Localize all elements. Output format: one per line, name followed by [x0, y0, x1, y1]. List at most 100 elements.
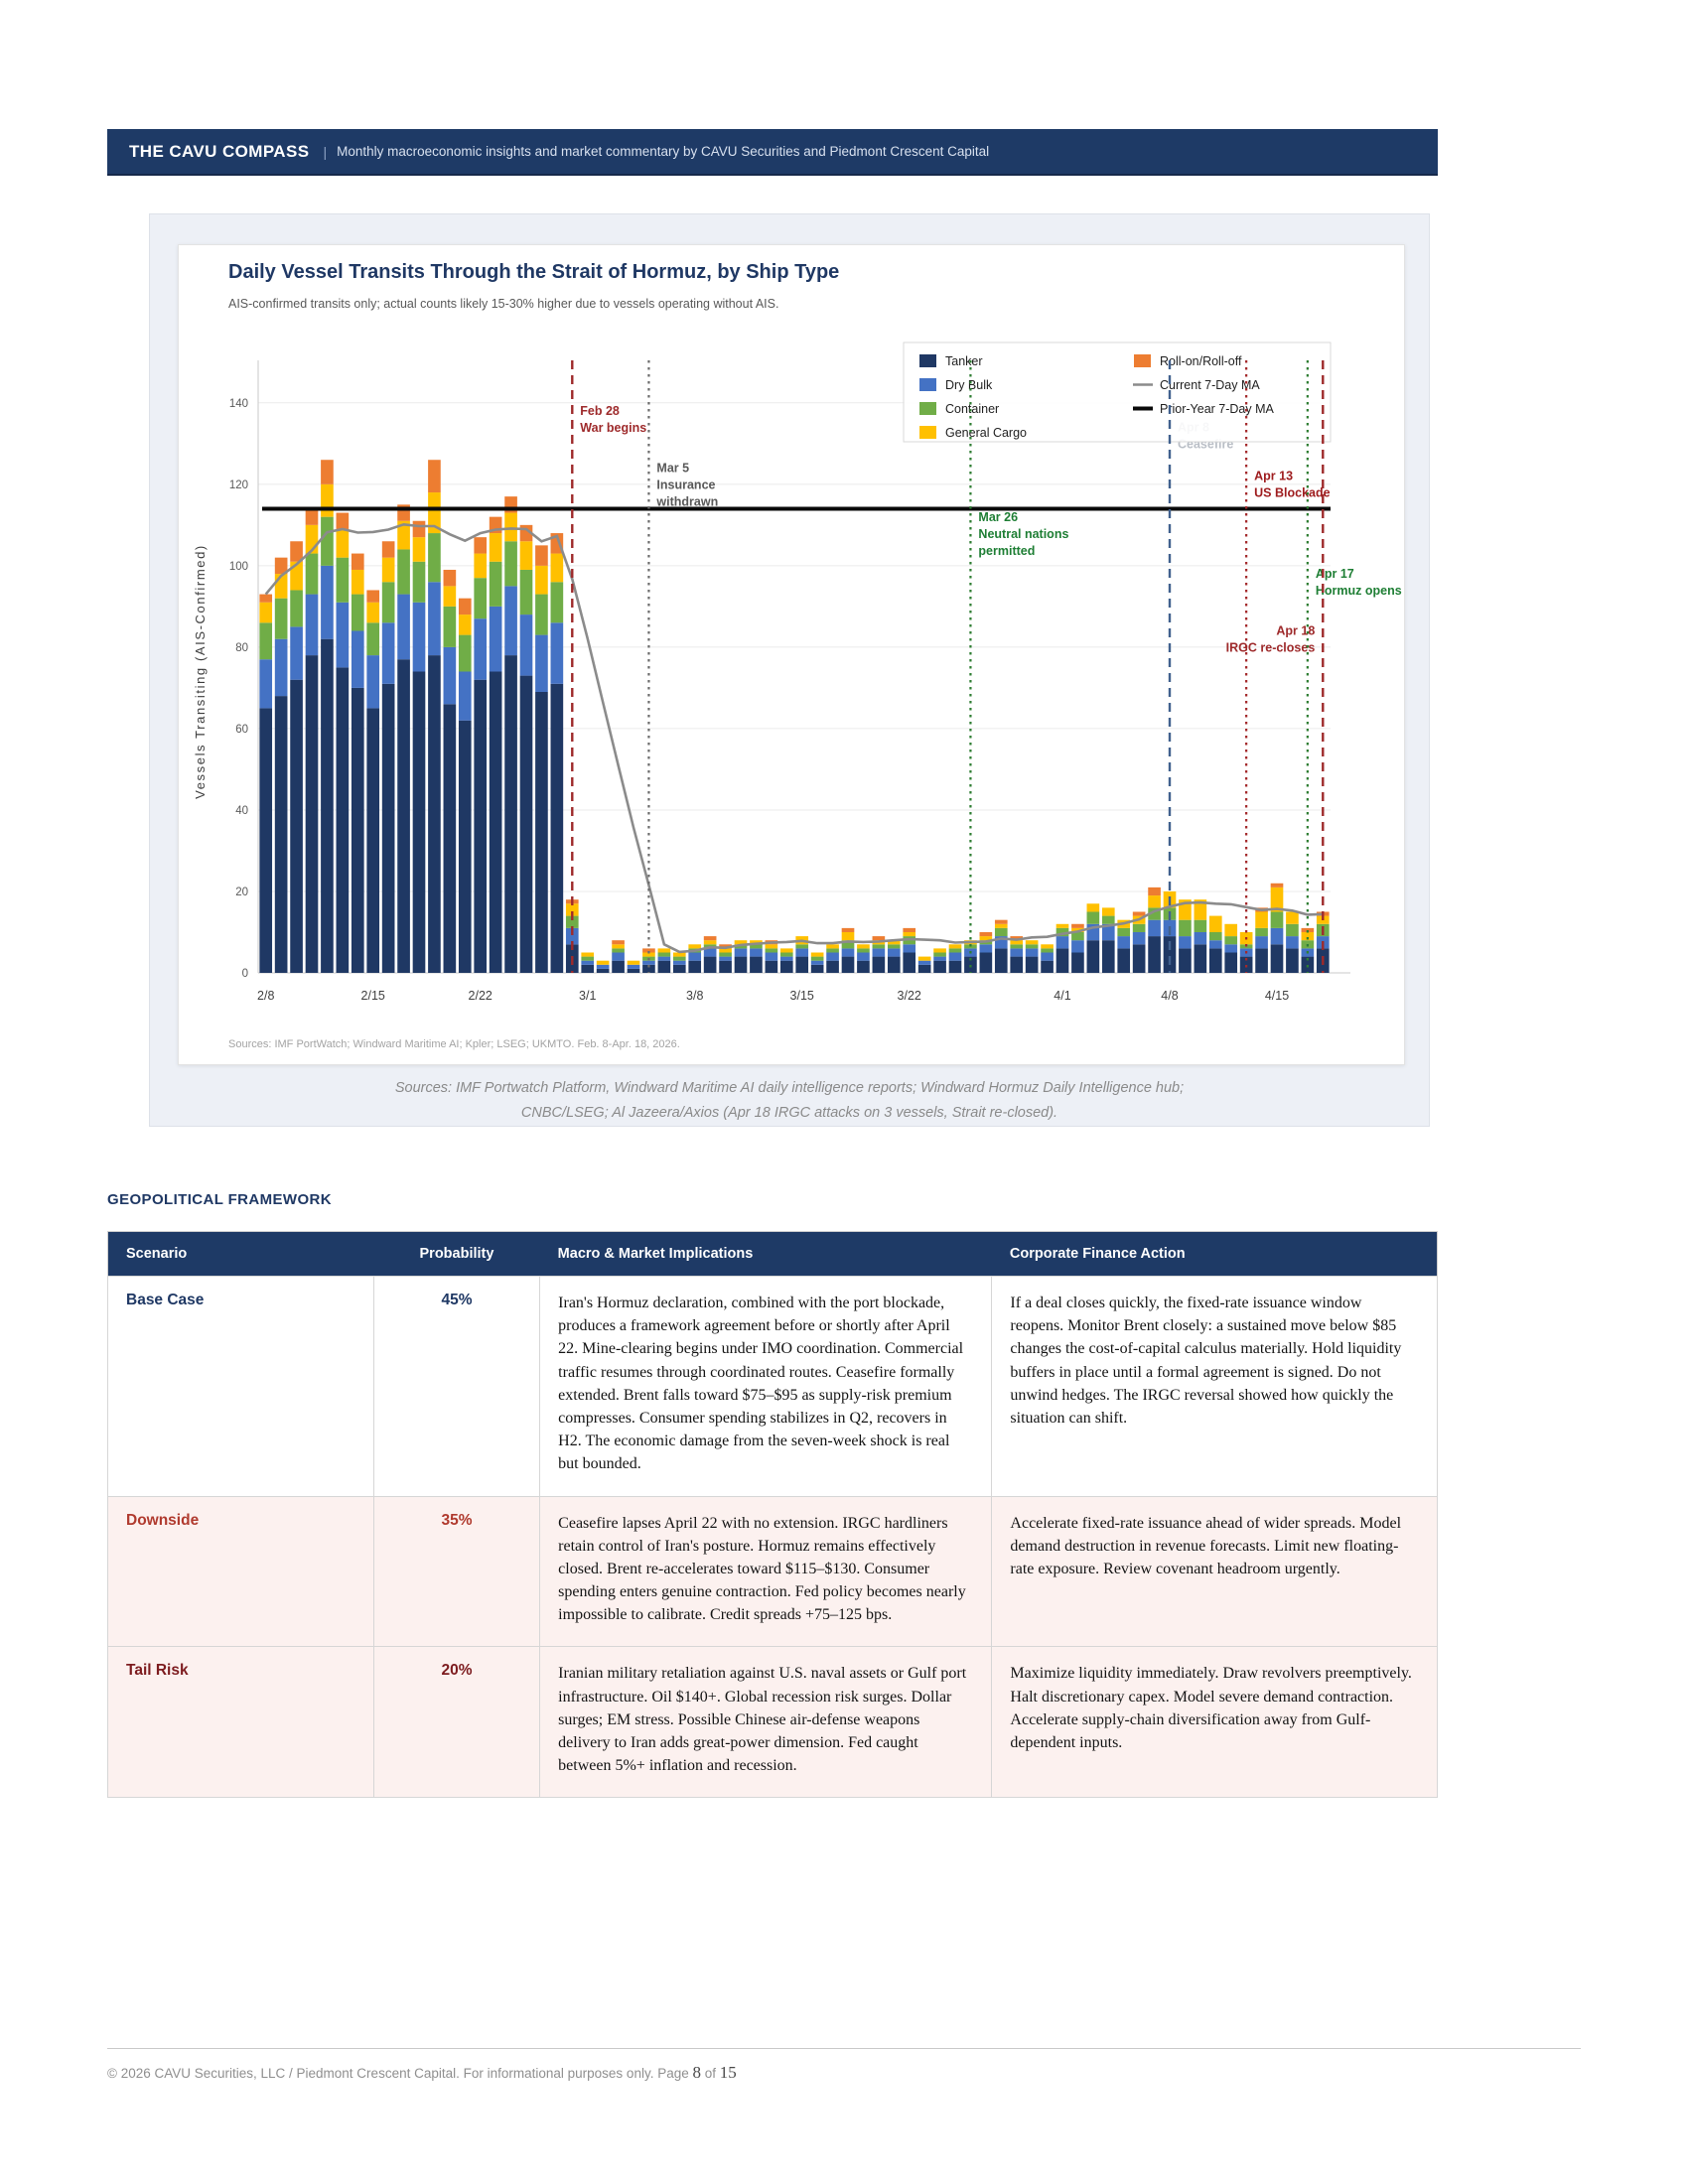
bar-container — [994, 927, 1008, 937]
bar-drybulk — [259, 659, 273, 709]
x-tick-label: 4/15 — [1265, 989, 1289, 1003]
bar-tanker — [321, 638, 334, 973]
bar-drybulk — [381, 622, 395, 684]
bar-gencargo — [612, 944, 625, 949]
legend-label: Prior-Year 7-Day MA — [1160, 402, 1275, 416]
bar-tanker — [703, 956, 717, 973]
legend-swatch-container-icon — [919, 402, 936, 415]
bar-tanker — [765, 960, 778, 973]
bar-container — [612, 948, 625, 953]
y-tick-label: 100 — [229, 561, 248, 573]
bar-drybulk — [779, 956, 793, 961]
bar-tanker — [581, 964, 595, 973]
legend-swatch-roro-icon — [1134, 354, 1151, 367]
bar-container — [1270, 911, 1284, 928]
current-ma-line — [264, 522, 1324, 954]
bar-tanker — [489, 671, 502, 973]
bar-drybulk — [321, 565, 334, 639]
bar-drybulk — [596, 964, 610, 969]
bar-drybulk — [734, 948, 748, 957]
bar-drybulk — [657, 956, 671, 961]
bar-roro — [274, 557, 288, 575]
bar-drybulk — [1132, 931, 1146, 945]
bar-gencargo — [979, 936, 993, 941]
bar-drybulk — [948, 952, 962, 961]
bar-drybulk — [397, 594, 410, 660]
bar-container — [474, 578, 488, 619]
bar-roro — [366, 590, 380, 603]
bar-roro — [290, 541, 303, 562]
bar-tanker — [1055, 948, 1069, 973]
bar-gencargo — [443, 586, 457, 607]
bar-container — [321, 516, 334, 566]
bar-drybulk — [810, 960, 824, 965]
bar-gencargo — [826, 944, 839, 949]
bar-container — [336, 557, 350, 603]
bar-drybulk — [703, 948, 717, 957]
bar-tanker — [1101, 940, 1115, 973]
bar-drybulk — [1055, 936, 1069, 949]
bar-gencargo — [917, 956, 931, 961]
bar-container — [887, 944, 901, 949]
bar-gencargo — [596, 960, 610, 965]
bar-container — [366, 622, 380, 656]
legend-label: General Cargo — [945, 426, 1027, 440]
y-axis-label: Vessels Transiting (AIS-Confirmed) — [193, 544, 208, 799]
footer-of: of — [700, 2066, 720, 2081]
bar-container — [1132, 923, 1146, 932]
bar-container — [519, 569, 533, 615]
bar-drybulk — [565, 927, 579, 945]
event-label: Mar 26 — [978, 510, 1018, 524]
bar-container — [933, 952, 946, 957]
bar-tanker — [1025, 956, 1039, 973]
bar-container — [1041, 948, 1054, 953]
footer-text: © 2026 CAVU Securities, LLC / Piedmont C… — [107, 2063, 737, 2083]
bar-tanker — [381, 683, 395, 973]
x-tick-label: 4/1 — [1054, 989, 1070, 1003]
bar-drybulk — [290, 626, 303, 680]
bar-roro — [336, 512, 350, 529]
legend-label: Current 7-Day MA — [1160, 378, 1260, 392]
bar-container — [581, 956, 595, 961]
footer-divider — [107, 2048, 1581, 2049]
bar-tanker — [504, 655, 517, 973]
bar-drybulk — [428, 582, 441, 656]
bar-tanker — [274, 696, 288, 973]
action-text: Maximize liquidity immediately. Draw rev… — [991, 1646, 1438, 1799]
bar-tanker — [1086, 940, 1100, 973]
chart-plot-area: 0 20 40 60 80 100 120 140 2/8 2/15 2/22 3/1 3/8 3/15 3… — [189, 333, 1402, 1027]
bar-gencargo — [535, 565, 548, 595]
probability-value: 20% — [372, 1646, 541, 1799]
bar-roro — [351, 553, 364, 570]
bar-container — [1179, 919, 1192, 937]
bar-drybulk — [719, 956, 732, 961]
bar-roro — [841, 927, 855, 932]
chart-card: Daily Vessel Transits Through the Strait… — [178, 244, 1405, 1065]
event-label: Mar 5 — [656, 462, 689, 476]
bar-roro — [1301, 927, 1315, 932]
bar-tanker — [1041, 960, 1054, 973]
y-tick-label: 140 — [229, 398, 248, 410]
legend-label: Tanker — [945, 354, 983, 368]
bar-tanker — [887, 956, 901, 973]
bar-container — [1255, 927, 1268, 937]
event-label: IRGC re-closes — [1226, 641, 1316, 655]
bar-container — [489, 561, 502, 607]
bar-roro — [872, 936, 886, 941]
event-label: Apr 17 — [1316, 567, 1354, 581]
bar-container — [1224, 936, 1238, 945]
bar-gencargo — [1041, 944, 1054, 949]
action-text: Accelerate fixed-rate issuance ahead of … — [991, 1495, 1438, 1648]
bar-tanker — [1010, 956, 1024, 973]
bar-tanker — [1239, 956, 1253, 973]
bar-container — [458, 634, 472, 672]
bar-drybulk — [1071, 940, 1084, 953]
bar-drybulk — [1041, 952, 1054, 961]
bar-container — [857, 948, 870, 953]
bar-drybulk — [826, 952, 839, 961]
bar-gencargo — [1224, 923, 1238, 937]
bar-gencargo — [474, 553, 488, 579]
x-tick-label: 2/15 — [361, 989, 385, 1003]
event-label: Apr 13 — [1254, 470, 1293, 483]
bar-gencargo — [841, 931, 855, 941]
